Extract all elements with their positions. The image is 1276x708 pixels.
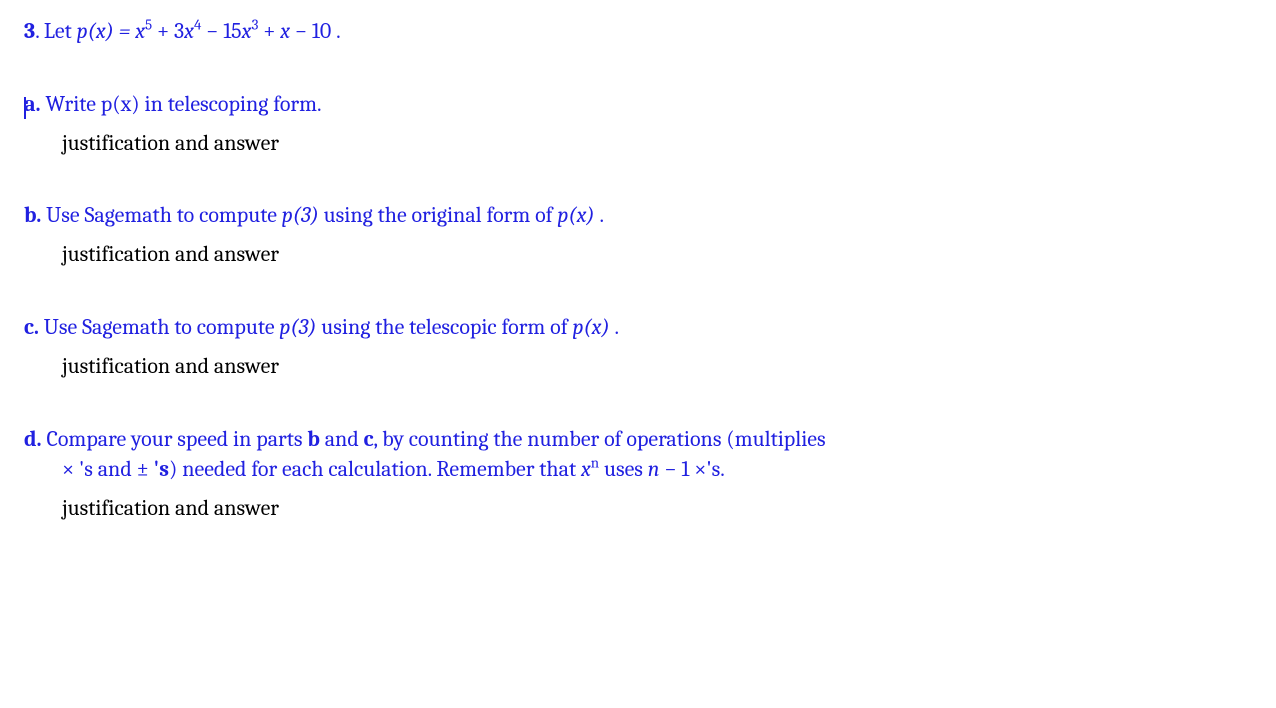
part-d-end: 's. <box>706 456 724 482</box>
poly-coef-5: 10 <box>312 18 331 44</box>
part-c-block: c. Use Sagemath to compute p(3) using th… <box>24 312 1252 382</box>
poly-sign-2: + <box>152 18 174 44</box>
part-a-prompt: a. Write p(x) in telescoping form. <box>24 89 1252 120</box>
part-c-text-3: . <box>610 314 619 340</box>
times-icon-1: × <box>62 456 74 482</box>
part-d-answer: justification and answer <box>62 493 1252 524</box>
poly-var-2: x <box>184 18 194 44</box>
part-b-prompt: b. Use Sagemath to compute p(3) using th… <box>24 200 1252 231</box>
xn-n: n <box>591 455 599 472</box>
part-d-label: d. <box>24 426 42 452</box>
poly-coef-2: 3 <box>174 18 184 44</box>
problem-number: 3 <box>24 18 35 44</box>
part-c-answer: justification and answer <box>62 351 1252 382</box>
part-d-s1: 's and <box>74 456 136 482</box>
part-d-block: d. Compare your speed in parts b and c, … <box>24 424 1252 524</box>
part-b-answer: justification and answer <box>62 239 1252 270</box>
part-d-paren: ) needed for each calculation. Remember … <box>169 456 581 482</box>
part-d-text-2: and <box>320 426 364 452</box>
poly-term-1: x <box>135 18 145 44</box>
poly-coef-3: 15 <box>223 18 241 44</box>
trailing-period: . <box>331 18 340 44</box>
poly-var-4: x <box>280 18 290 44</box>
part-d-line2: × 's and ± 's) needed for each calculati… <box>24 454 1252 485</box>
part-d-n: n <box>648 456 660 482</box>
part-d-bref: b <box>307 426 320 452</box>
part-c-label: c. <box>24 314 39 340</box>
lead-text: . Let <box>35 18 76 44</box>
part-b-text-3: . <box>595 202 604 228</box>
part-b-p3: p(3) <box>282 202 319 228</box>
part-d-text-3: , by counting the number of operations (… <box>374 426 826 452</box>
part-b-px: p(x) <box>557 202 594 228</box>
part-b-block: b. Use Sagemath to compute p(3) using th… <box>24 200 1252 270</box>
part-c-p3: p(3) <box>279 314 316 340</box>
xn-x: x <box>581 456 591 482</box>
part-b-text-1: Use Sagemath to compute <box>41 202 281 228</box>
part-c-px: p(x) <box>572 314 609 340</box>
part-d-cref: c <box>364 426 374 452</box>
problem-3-statement: 3. Let p(x) = x5 + 3x4 − 15x3 + x − 10 . <box>24 16 1252 47</box>
poly-var-3: x <box>242 18 252 44</box>
part-d-minus1: − 1 <box>660 456 695 482</box>
part-b-label: b. <box>24 202 41 228</box>
part-a-text: Write p(x) in telescoping form. <box>41 91 322 117</box>
part-d-prompt: d. Compare your speed in parts b and c, … <box>24 424 1252 486</box>
poly-sign-5: − <box>290 18 312 44</box>
part-a-label: a. <box>24 91 41 117</box>
poly-sign-4: + <box>258 18 280 44</box>
problem-header-block: 3. Let p(x) = x5 + 3x4 − 15x3 + x − 10 . <box>24 16 1252 47</box>
part-d-s-bold: 's <box>149 456 169 482</box>
part-c-text-2: using the telescopic form of <box>316 314 572 340</box>
part-b-text-2: using the original form of <box>319 202 558 228</box>
times-icon-2: × <box>694 456 706 482</box>
poly-lhs: p(x) = <box>77 18 136 44</box>
plusminus-icon: ± <box>137 456 149 482</box>
part-a-answer: justification and answer <box>62 128 1252 159</box>
part-a-block: a. Write p(x) in telescoping form. justi… <box>24 89 1252 159</box>
poly-lhs-text: p(x) = <box>77 18 136 44</box>
poly-sign-3: − <box>201 18 223 44</box>
part-c-text-1: Use Sagemath to compute <box>39 314 279 340</box>
part-d-text-1: Compare your speed in parts <box>42 426 308 452</box>
part-d-uses: uses <box>599 456 648 482</box>
part-c-prompt: c. Use Sagemath to compute p(3) using th… <box>24 312 1252 343</box>
text-cursor-icon <box>24 97 26 119</box>
